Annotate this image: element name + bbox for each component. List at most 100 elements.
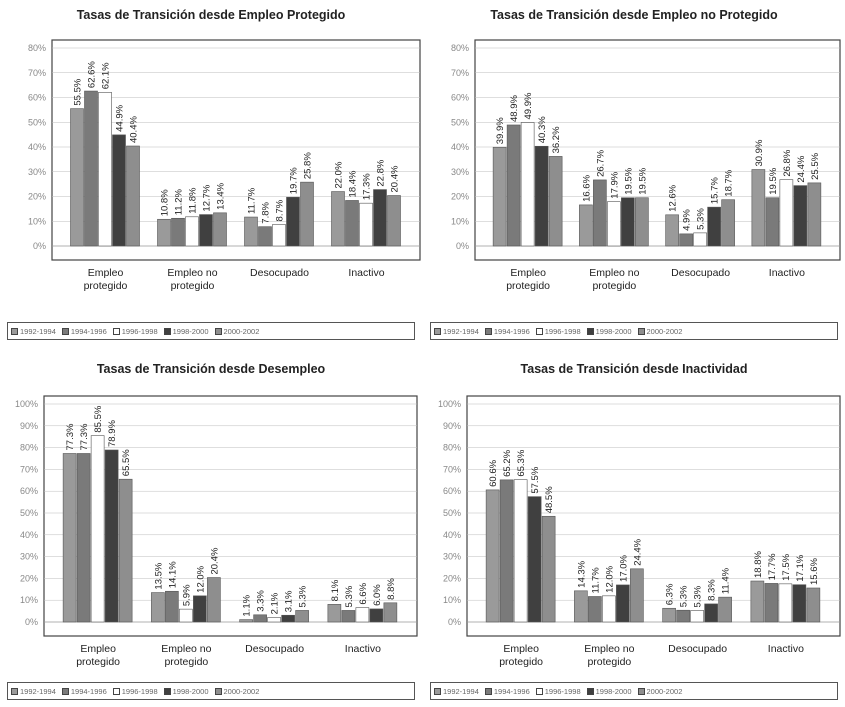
data-label: 17.5%	[781, 553, 792, 580]
y-tick-label: 50%	[20, 508, 38, 518]
chart-title: Tasas de Transición desde Desempleo	[96, 362, 326, 376]
bar	[676, 609, 690, 623]
y-tick-label: 20%	[20, 573, 38, 583]
data-label: 62.1%	[101, 62, 112, 89]
bar	[665, 214, 679, 247]
bar	[258, 226, 272, 247]
bar	[707, 206, 721, 247]
data-label: 24.4%	[796, 155, 807, 182]
y-tick-label: 40%	[20, 530, 38, 540]
legend-item: 1998-2000	[163, 687, 209, 696]
data-label: 40.4%	[129, 116, 140, 143]
chart-title: Tasas de Transición desde Empleo Protegi…	[76, 8, 346, 22]
bar	[281, 614, 295, 623]
legend-item: 1992-1994	[11, 687, 56, 696]
bar	[179, 608, 193, 623]
category-label: protegido	[592, 280, 636, 292]
data-label: 17.9%	[609, 171, 620, 198]
data-label: 5.3%	[344, 585, 355, 607]
bar	[693, 232, 707, 247]
bar	[244, 216, 258, 247]
data-label: 5.3%	[696, 208, 707, 230]
y-tick-label: 80%	[443, 443, 461, 453]
category-label: Desocupado	[245, 643, 304, 655]
bar	[193, 595, 207, 623]
bar	[765, 197, 780, 247]
data-label: 8.1%	[330, 579, 341, 601]
legend-swatch	[586, 327, 594, 335]
legend-swatch	[11, 327, 18, 335]
legend-item: 1992-1994	[434, 687, 479, 696]
y-tick-label: 70%	[20, 464, 38, 474]
data-label: 77.3%	[65, 423, 76, 450]
y-tick-label: 70%	[443, 464, 461, 474]
legend-label: 1994-1996	[70, 686, 107, 696]
legend-item: 1994-1996	[484, 327, 530, 336]
legend-label: 2000-2002	[223, 686, 260, 696]
bar	[541, 515, 556, 623]
y-tick-label: 40%	[443, 530, 461, 540]
bar	[199, 214, 213, 247]
chart-panel-desempleo: Tasas de Transición desde Desempleo 0% 10…	[0, 354, 422, 707]
data-label: 16.6%	[581, 174, 592, 201]
data-label: 39.9%	[495, 117, 506, 144]
data-label: 22.0%	[334, 161, 345, 188]
bar	[778, 583, 793, 623]
bar	[492, 146, 507, 247]
legend-item: 1992-1994	[11, 327, 56, 336]
data-label: 8.3%	[707, 579, 718, 601]
bar	[506, 124, 521, 247]
category-label: Empleo	[510, 267, 546, 279]
category-label: Empleo	[88, 267, 124, 279]
category-label: Desocupado	[671, 267, 730, 279]
bar	[355, 607, 370, 623]
legend-label: 1992-1994	[20, 686, 56, 696]
y-tick-label: 0%	[25, 617, 38, 627]
bar	[126, 145, 140, 247]
data-label: 2.1%	[270, 592, 281, 614]
legend-swatch	[637, 327, 645, 335]
category-label: Inactivo	[348, 267, 384, 279]
bar	[807, 182, 822, 247]
data-label: 11.2%	[174, 188, 185, 215]
y-tick-label: 50%	[451, 117, 469, 127]
bar	[630, 568, 644, 623]
data-label: 26.8%	[782, 149, 793, 176]
chart-panel-empleo-protegido: Tasas de Transición desde Empleo Protegi…	[0, 0, 422, 353]
y-tick-label: 20%	[443, 573, 461, 583]
bar	[272, 224, 286, 247]
data-label: 15.6%	[809, 558, 820, 585]
legend-swatch	[163, 327, 171, 335]
data-label: 5.3%	[679, 585, 690, 607]
data-label: 10.8%	[160, 189, 171, 216]
y-tick-label: 30%	[443, 552, 461, 562]
legend-label: 2000-2002	[223, 326, 260, 336]
bar	[112, 134, 126, 247]
legend-swatch	[61, 327, 69, 335]
y-tick-label: 70%	[451, 68, 469, 78]
y-tick-label: 100%	[438, 399, 461, 409]
legend-label: 1996-1998	[121, 326, 158, 336]
chart-legend: 1992-1994 1994-1996 1996-1998 1998-2000 …	[430, 322, 838, 340]
data-label: 20.4%	[390, 165, 401, 192]
legend-label: 1998-2000	[595, 326, 632, 336]
data-label: 18.4%	[348, 170, 359, 197]
bar	[185, 216, 199, 247]
legend-item: 2000-2002	[637, 687, 682, 696]
bar	[84, 90, 98, 247]
y-tick-label: 50%	[28, 117, 46, 127]
y-tick-label: 60%	[443, 486, 461, 496]
y-tick-label: 90%	[443, 421, 461, 431]
bar	[793, 185, 808, 247]
data-label: 19.5%	[768, 167, 779, 194]
y-tick-label: 10%	[451, 216, 469, 226]
legend-swatch	[535, 687, 543, 695]
bar	[534, 145, 549, 247]
y-tick-label: 30%	[451, 167, 469, 177]
y-tick-label: 60%	[20, 486, 38, 496]
bar	[593, 179, 607, 247]
bar	[513, 479, 528, 623]
bar-chart-empleo-protegido: 0% 10% 20% 30% 40% 50% 60% 70% 80% 55.5%62.6% 62.1…	[28, 39, 421, 292]
category-label: Empleo no	[589, 267, 639, 279]
bar	[327, 604, 342, 623]
